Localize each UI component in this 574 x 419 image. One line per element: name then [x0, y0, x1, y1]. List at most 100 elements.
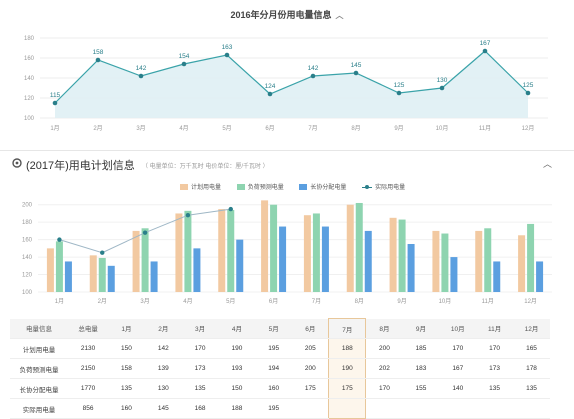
table-cell	[476, 398, 514, 419]
table-cell: 185	[402, 338, 440, 359]
plan-unit-note: （ 电量单位：万千瓦时 电价单位：厘/千瓦时 ）	[142, 164, 269, 170]
table-cell: 150	[108, 338, 145, 359]
collapse-chevron-icon[interactable]: ︿	[542, 159, 552, 169]
x-tick-label: 6月	[265, 125, 274, 132]
legend-item[interactable]: 实际用电量	[362, 182, 405, 191]
bar	[279, 226, 287, 292]
y-tick-label: 180	[22, 220, 33, 226]
table-cell: 158	[108, 358, 145, 379]
table-cell: 202	[365, 358, 403, 379]
bar	[364, 230, 372, 292]
data-label: 124	[265, 83, 276, 90]
table-cell: 170	[439, 338, 477, 359]
table-cell: 160	[255, 378, 293, 399]
legend-item[interactable]: 负荷预测电量	[236, 182, 284, 191]
monthly-usage-panel: 2016年分月份用电量信息 ︿ 100 120 140 160 180 115 158 142 1…	[0, 0, 574, 151]
actual-usage-point	[57, 237, 62, 242]
table-cell: 12月	[513, 318, 550, 339]
data-label: 163	[222, 44, 233, 51]
usage-area	[55, 51, 528, 118]
actual-usage-point	[142, 230, 148, 235]
table-cell: 165	[513, 338, 550, 359]
x-tick-label: 10月	[436, 125, 449, 132]
usage-point	[95, 57, 101, 63]
table-row: 负荷预测电量 2150 158 139 173 193 194 200 190 202 183 167…	[10, 358, 550, 379]
table-cell: 145	[144, 398, 182, 419]
row-label: 长协分配电量	[10, 378, 69, 399]
table-cell: 135	[513, 378, 550, 399]
x-tick-label: 6月	[269, 298, 278, 305]
plan-legend: 计划用电量 负荷预测电量 长协分配电量 实际用电量	[180, 182, 419, 192]
bar	[175, 213, 183, 292]
bar	[398, 219, 406, 292]
usage-point	[181, 61, 187, 67]
usage-point	[482, 48, 488, 54]
table-cell: 8月	[365, 318, 403, 339]
data-label: 125	[523, 82, 534, 89]
table-cell: 173	[476, 358, 514, 379]
x-tick-label: 2月	[98, 298, 107, 305]
bar	[64, 261, 72, 292]
plan-table: 电量信息 总电量 1月 2月 3月 4月 5月 6月 7月 8月 9月 10月 11月 12月 计划用电量 2…	[10, 318, 550, 419]
y-tick-label: 180	[24, 36, 35, 42]
bar	[303, 215, 311, 292]
usage-point	[353, 70, 359, 76]
table-cell: 135	[476, 378, 514, 399]
table-cell: 9月	[402, 318, 440, 339]
bar	[193, 248, 201, 292]
y-tick-label: 140	[22, 255, 33, 261]
plan-header: (2017年)用电计划信息 （ 电量单位：万千瓦时 电价单位：厘/千瓦时 ） ︿	[0, 152, 574, 174]
table-cell: 1770	[68, 378, 109, 399]
actual-usage-point	[228, 206, 233, 212]
table-cell	[439, 398, 477, 419]
bar	[484, 228, 492, 292]
table-cell: 130	[144, 378, 182, 399]
data-label: 167	[480, 40, 491, 47]
table-cell: 6月	[292, 318, 329, 339]
table-cell: 总电量	[68, 318, 109, 339]
table-cell	[402, 398, 440, 419]
x-tick-label: 9月	[397, 298, 406, 305]
legend-item[interactable]: 长协分配电量	[299, 182, 346, 191]
table-cell	[365, 398, 403, 419]
x-tick-label: 2月	[93, 125, 102, 132]
bar	[441, 233, 449, 292]
table-cell: 135	[108, 378, 145, 399]
actual-usage-point	[185, 213, 191, 218]
collapse-chevron-icon[interactable]: ︿	[335, 11, 344, 20]
x-tick-label: 10月	[439, 298, 452, 305]
x-tick-label: 3月	[136, 125, 145, 132]
bar	[227, 209, 235, 292]
bar	[527, 223, 535, 292]
x-tick-label: 5月	[222, 125, 231, 132]
gear-icon	[12, 158, 22, 168]
row-label: 计划用电量	[10, 338, 69, 359]
usage-point	[310, 73, 316, 79]
bar	[141, 228, 149, 292]
bar	[89, 255, 97, 292]
table-cell: 194	[255, 358, 293, 379]
table-cell: 193	[218, 358, 256, 379]
usage-area-chart: 100 120 140 160 180 115 158 142 154 163 124 142 145 1…	[24, 36, 548, 132]
x-tick-label: 1月	[55, 298, 64, 305]
table-cell: 195	[255, 338, 293, 359]
bar	[518, 235, 526, 292]
usage-point	[396, 90, 402, 96]
usage-point	[224, 52, 230, 58]
table-cell: 167	[439, 358, 477, 379]
data-label: 142	[308, 65, 319, 72]
x-tick-label: 4月	[183, 298, 192, 305]
usage-chart-title: 2016年分月份用电量信息 ︿	[230, 10, 344, 20]
data-label: 130	[437, 77, 448, 84]
table-row: 计划用电量 2130 150 142 170 190 195 205 188 200 185 170 1…	[10, 338, 550, 359]
bar	[132, 230, 140, 292]
bar	[55, 241, 63, 292]
legend-item[interactable]: 计划用电量	[180, 182, 221, 191]
table-cell: 190	[218, 338, 256, 359]
usage-point	[525, 90, 531, 96]
bar	[150, 261, 158, 292]
x-tick-label: 7月	[308, 125, 317, 132]
table-cell: 5月	[255, 318, 293, 339]
plan-panel: (2017年)用电计划信息 （ 电量单位：万千瓦时 电价单位：厘/千瓦时 ） ︿…	[0, 152, 574, 419]
table-cell: 10月	[439, 318, 477, 339]
